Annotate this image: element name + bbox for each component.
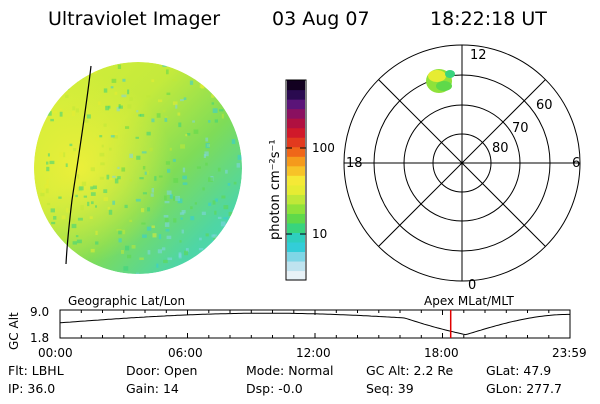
info-glon: GLon: 277.7 [486,381,562,396]
colorbar-cell [287,118,305,129]
info-flt: Flt: LBHL [8,363,64,378]
instrument-title: Ultraviolet Imager [48,8,220,30]
colorbar-cell [287,203,305,214]
info-ip: IP: 36.0 [8,381,55,396]
info-panel: Flt: LBHL Door: Open Mode: Normal GC Alt… [8,363,562,396]
mlt-label-18: 18 [346,156,363,171]
info-glat: GLat: 47.9 [486,363,551,378]
colorbar-cell [287,194,305,205]
timeline-ylabel: GC Alt [7,312,21,350]
info-gc-alt: GC Alt: 2.2 Re [366,363,453,378]
timeline-ytick-high: 9.0 [30,305,49,319]
info-row-1: Flt: LBHL Door: Open Mode: Normal GC Alt… [8,363,551,378]
colorbar-cell [287,241,305,253]
timeline-xtick-1200: 12:00 [296,346,331,360]
colorbar-cell [287,260,305,272]
colorbar-cell [287,108,305,119]
info-gain: Gain: 14 [126,381,179,396]
colorbar-cell [287,89,305,100]
terminator-line [65,65,92,265]
info-dsp: Dsp: -0.0 [246,381,303,396]
colorbar-cell [287,213,305,224]
timeline-ytick-low: 1.8 [30,331,49,345]
colorbar-cell [287,137,305,148]
colorbar-tick-10: 10 [312,227,327,241]
timeline-tick-marks [59,310,571,338]
colorbar-cell [287,184,305,195]
earth-image [34,62,242,274]
timeline-xtick-0600: 06:00 [168,346,203,360]
timeline-xtick-2359: 23:59 [552,346,587,360]
colorbar-cell [287,156,305,167]
colorbar-cell [287,146,305,157]
timeline-xtick-0000: 00:00 [38,346,73,360]
colorbar-gradient [287,80,305,281]
orbit-altitude-curve [59,312,570,336]
colorbar-cell [287,222,305,233]
timeline-panel: Geographic Lat/Lon Apex MLat/MLT GC Alt … [7,294,587,360]
aurora-patch [426,69,455,93]
mlt-label-12: 12 [470,48,487,63]
lat-label-70: 70 [512,121,529,136]
colorbar-cell [287,175,305,186]
colorbar: 100 10 photon cm⁻²s⁻¹ [268,79,335,281]
mlt-label-6: 6 [572,156,580,171]
polar-plot: 12 18 6 0 60 70 80 [343,44,581,293]
colorbar-cell [287,99,305,110]
info-door: Door: Open [126,363,197,378]
timeline-xtick-1800: 18:00 [424,346,459,360]
colorbar-cell [287,270,305,281]
header-time: 18:22:18 UT [430,8,547,30]
colorbar-cell [287,232,305,243]
colorbar-cell [287,127,305,138]
info-row-2: IP: 36.0 Gain: 14 Dsp: -0.0 Seq: 39 GLon… [8,381,562,396]
lat-label-60: 60 [536,98,553,113]
timeline-label-apex: Apex MLat/MLT [424,294,514,308]
timeline-label-geographic: Geographic Lat/Lon [68,294,185,308]
colorbar-tick-100: 100 [312,141,335,155]
lat-label-80: 80 [492,141,509,156]
colorbar-cell [287,80,305,91]
info-seq: Seq: 39 [366,381,414,396]
mlt-label-0: 0 [468,278,476,293]
colorbar-cell [287,251,305,262]
header-date: 03 Aug 07 [272,8,370,30]
colorbar-label: photon cm⁻²s⁻¹ [268,139,283,240]
info-mode: Mode: Normal [246,363,334,378]
colorbar-cell [287,165,305,176]
